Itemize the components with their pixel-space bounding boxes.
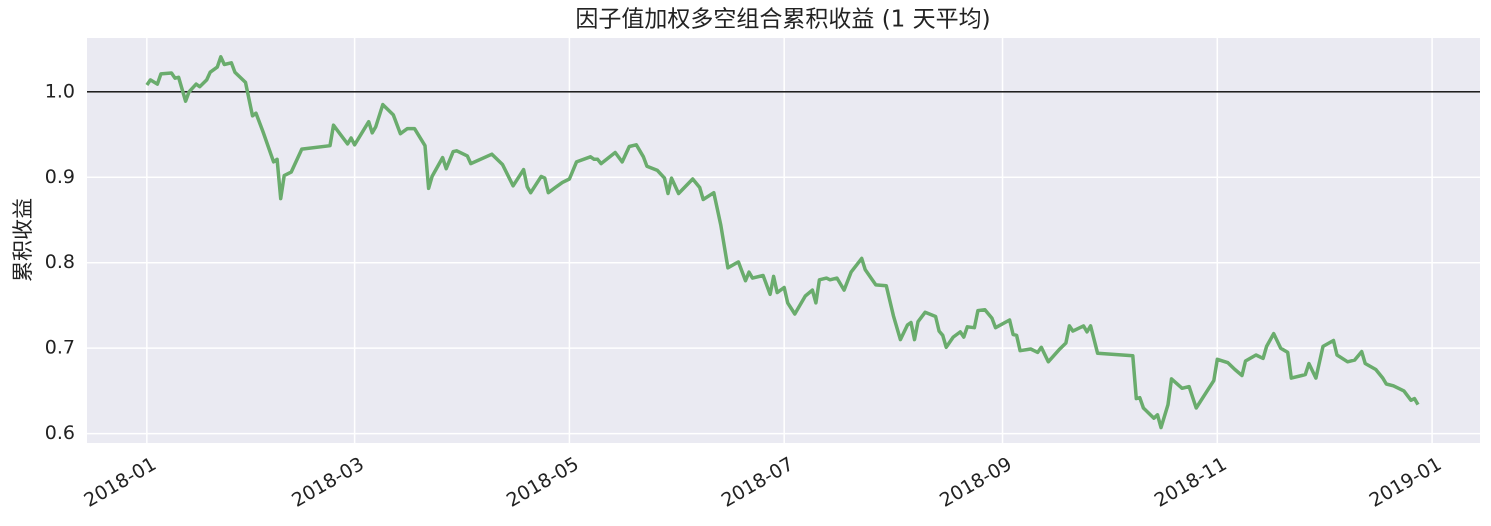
y-tick-label: 0.9: [45, 166, 75, 188]
chart-title: 因子值加权多空组合累积收益 (1 天平均): [575, 7, 990, 33]
y-tick-label: 0.7: [45, 337, 75, 359]
y-tick-label: 0.6: [45, 422, 75, 444]
x-tick-label: 2018-03: [288, 453, 368, 512]
x-tick-label: 2018-11: [1151, 453, 1231, 512]
x-tick-label: 2018-05: [503, 453, 583, 512]
y-axis-label: 累积收益: [11, 198, 35, 282]
y-tick-label: 1.0: [45, 80, 75, 102]
x-tick-label: 2019-01: [1366, 453, 1446, 512]
y-tick-label: 0.8: [45, 251, 75, 273]
x-tick-label: 2018-09: [936, 453, 1016, 512]
line-series: [145, 55, 1420, 430]
x-tick-label: 2018-01: [80, 453, 160, 512]
x-tick-label: 2018-07: [718, 453, 798, 512]
